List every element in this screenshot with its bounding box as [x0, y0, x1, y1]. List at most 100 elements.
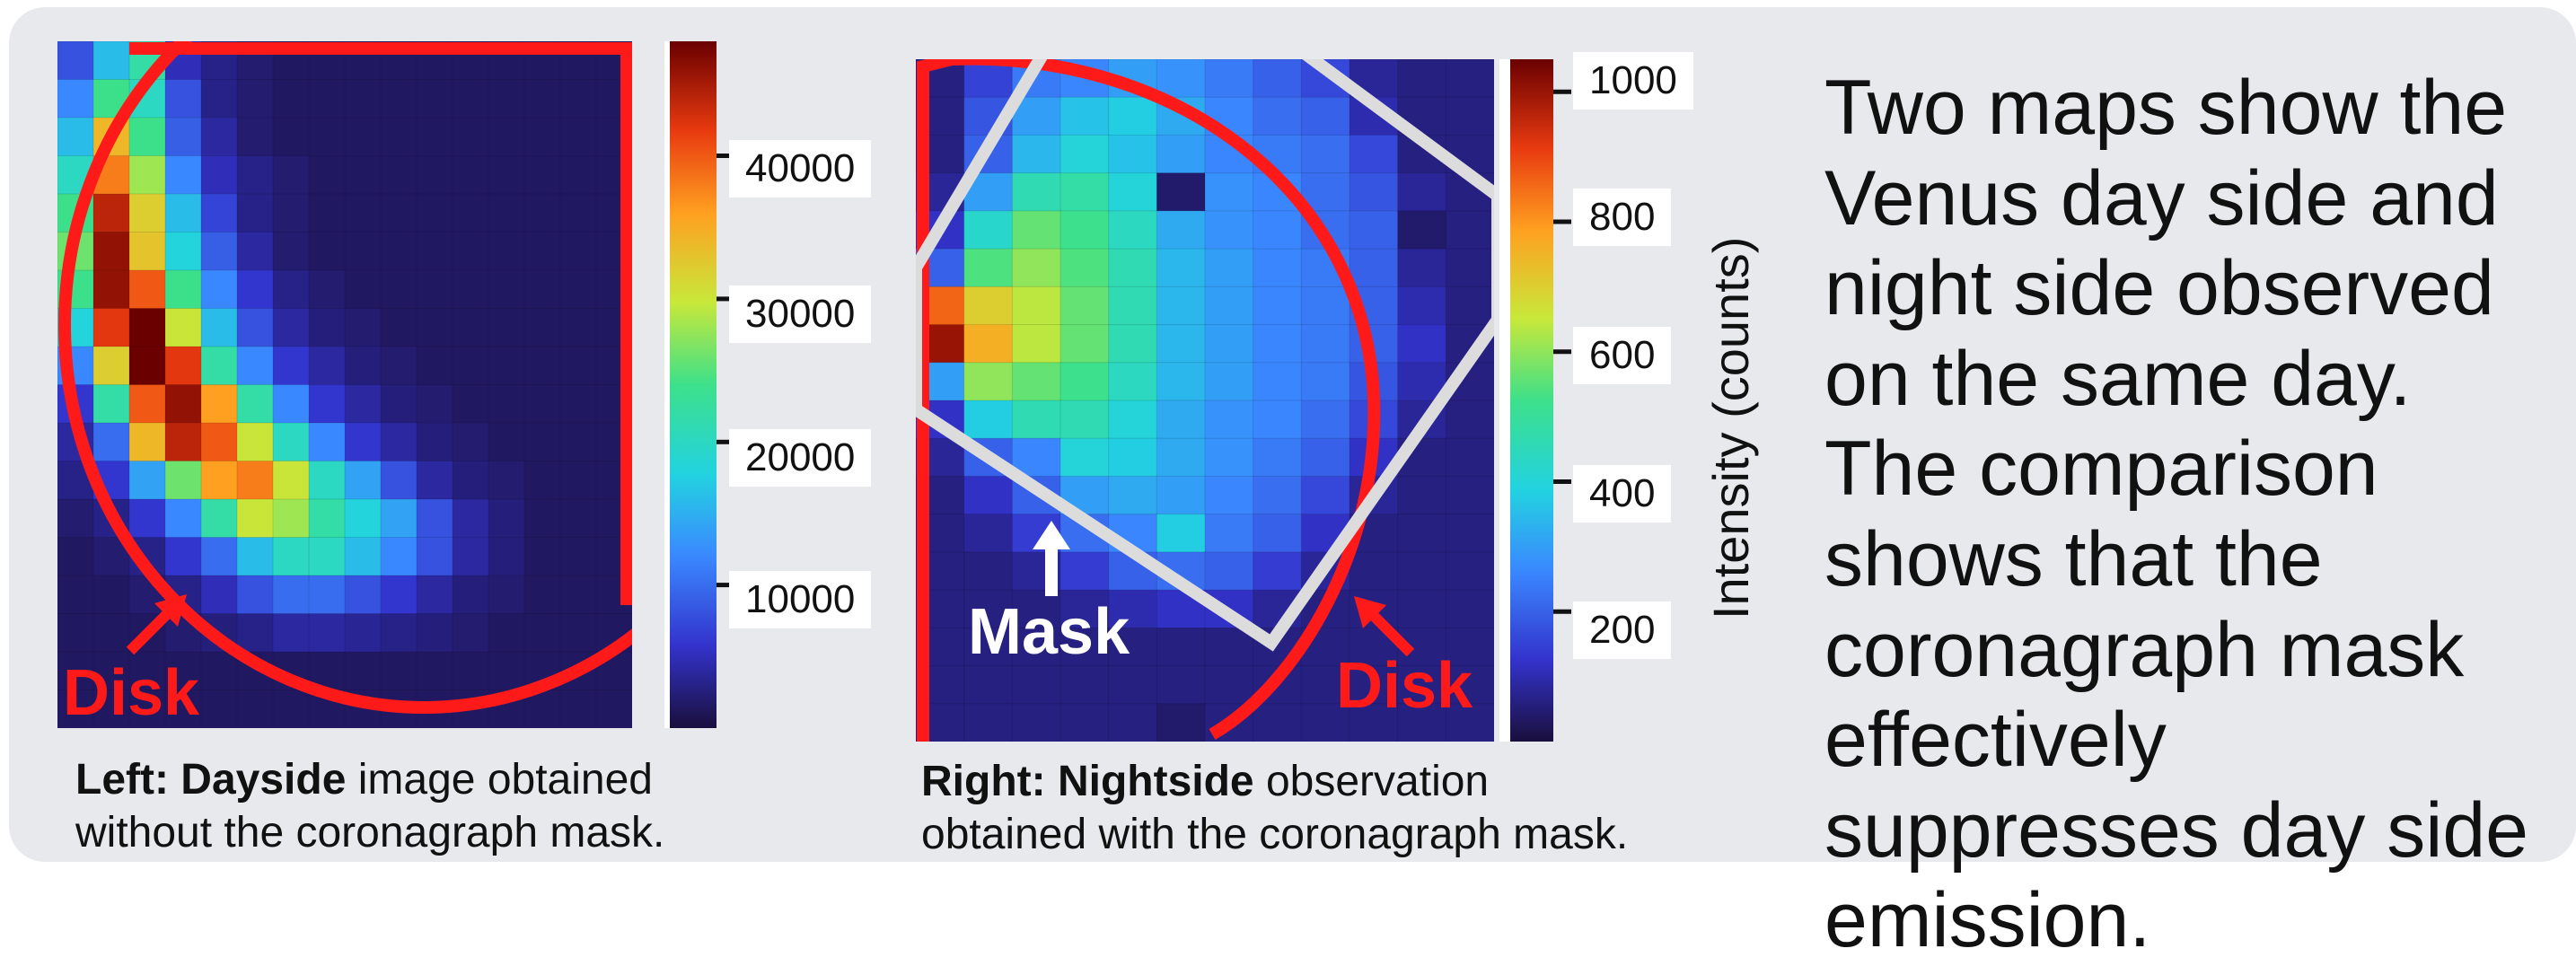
heatmap-cell	[523, 613, 562, 654]
heatmap-cell	[1349, 248, 1399, 288]
heatmap-cell	[236, 384, 275, 425]
heatmap-cell	[236, 232, 275, 272]
dayside-colorbar-tick: 20000	[729, 429, 872, 487]
heatmap-cell	[164, 117, 203, 157]
heatmap-cell	[1059, 134, 1110, 174]
heatmap-cell	[1204, 324, 1254, 364]
heatmap-cell	[1156, 285, 1207, 326]
heatmap-cell	[1156, 475, 1207, 515]
heatmap-cell	[1156, 665, 1207, 705]
heatmap-cell	[164, 308, 203, 348]
heatmap-cell	[1059, 248, 1110, 288]
heatmap-cell	[200, 575, 239, 615]
heatmap-cell	[57, 689, 95, 728]
heatmap-cell	[559, 79, 598, 119]
nightside-caption-line2: obtained with the coronagraph mask.	[921, 810, 1629, 858]
heatmap-cell	[200, 537, 239, 577]
heatmap-cell	[57, 41, 95, 81]
heatmap-cell	[452, 155, 490, 196]
heatmap-cell	[416, 117, 454, 157]
heatmap-cell	[1156, 400, 1207, 440]
heatmap-cell	[1204, 210, 1254, 250]
heatmap-cell	[963, 703, 1014, 742]
heatmap-cell	[1253, 324, 1303, 364]
nightside-colorbar-tick: 200	[1573, 602, 1672, 659]
heatmap-cell	[1011, 324, 1062, 364]
heatmap-cell	[344, 498, 382, 539]
heatmap-cell	[1059, 324, 1110, 364]
heatmap-cell	[559, 193, 598, 233]
heatmap-cell	[200, 384, 239, 425]
heatmap-cell	[1108, 134, 1158, 174]
heatmap-cell	[236, 613, 275, 654]
heatmap-cell	[1108, 703, 1158, 742]
heatmap-cell	[344, 613, 382, 654]
nightside-caption-rest: observation	[1253, 758, 1490, 805]
nightside-disk-label: Disk	[1336, 650, 1473, 722]
heatmap-cell	[1397, 248, 1447, 288]
heatmap-cell	[128, 232, 167, 272]
heatmap-cell	[1108, 437, 1158, 478]
heatmap-cell	[523, 155, 562, 196]
heatmap-cell	[963, 551, 1014, 592]
heatmap-cell	[1011, 285, 1062, 326]
dayside-colorbar-tick: 10000	[729, 571, 872, 628]
heatmap-cell	[559, 308, 598, 348]
heatmap-cell	[1011, 134, 1062, 174]
heatmap-cell	[236, 537, 275, 577]
heatmap-cell	[1397, 59, 1447, 99]
heatmap-cell	[559, 346, 598, 386]
heatmap-cell	[344, 651, 382, 691]
heatmap-cell	[272, 575, 311, 615]
heatmap-cell	[452, 79, 490, 119]
heatmap-cell	[1397, 210, 1447, 250]
heatmap-cell	[559, 689, 598, 728]
heatmap-cell	[1445, 551, 1494, 592]
heatmap-cell	[416, 613, 454, 654]
heatmap-cell	[236, 269, 275, 310]
heatmap-cell	[1156, 248, 1207, 288]
heatmap-cell	[308, 193, 347, 233]
heatmap-cell	[57, 613, 95, 654]
heatmap-cell	[416, 155, 454, 196]
heatmap-cell	[1156, 703, 1207, 742]
heatmap-cell	[1204, 475, 1254, 515]
heatmap-cell	[92, 651, 131, 691]
heatmap-cell	[523, 498, 562, 539]
heatmap-cell	[488, 384, 526, 425]
heatmap-cell	[344, 269, 382, 310]
heatmap-cell	[963, 475, 1014, 515]
heatmap-cell	[1108, 589, 1158, 629]
heatmap-cell	[963, 324, 1014, 364]
heatmap-cell	[308, 498, 347, 539]
heatmap-cell	[523, 193, 562, 233]
heatmap-cell	[1445, 96, 1494, 136]
heatmap-cell	[1059, 172, 1110, 212]
heatmap-cell	[963, 285, 1014, 326]
heatmap-cell	[57, 575, 95, 615]
dayside-caption-rest: image obtained	[346, 756, 653, 804]
heatmap-cell	[488, 498, 526, 539]
heatmap-cell	[380, 232, 418, 272]
heatmap-cell	[1204, 551, 1254, 592]
heatmap-cell	[1397, 475, 1447, 515]
heatmap-cell	[1253, 59, 1303, 99]
heatmap-cell	[1204, 248, 1254, 288]
heatmap-cell	[452, 651, 490, 691]
heatmap-cell	[344, 422, 382, 462]
heatmap-cell	[1011, 627, 1062, 667]
heatmap-cell	[164, 193, 203, 233]
heatmap-cell	[380, 384, 418, 425]
heatmap-cell	[559, 117, 598, 157]
heatmap-cell	[92, 269, 131, 310]
heatmap-cell	[963, 248, 1014, 288]
heatmap-cell	[380, 461, 418, 501]
heatmap-cell	[452, 613, 490, 654]
heatmap-cell	[452, 422, 490, 462]
heatmap-cell	[1445, 703, 1494, 742]
heatmap-cell	[559, 269, 598, 310]
dayside-frame-outline	[129, 42, 632, 605]
heatmap-cell	[308, 461, 347, 501]
heatmap-cell	[1445, 59, 1494, 99]
heatmap-cell	[1204, 59, 1254, 99]
